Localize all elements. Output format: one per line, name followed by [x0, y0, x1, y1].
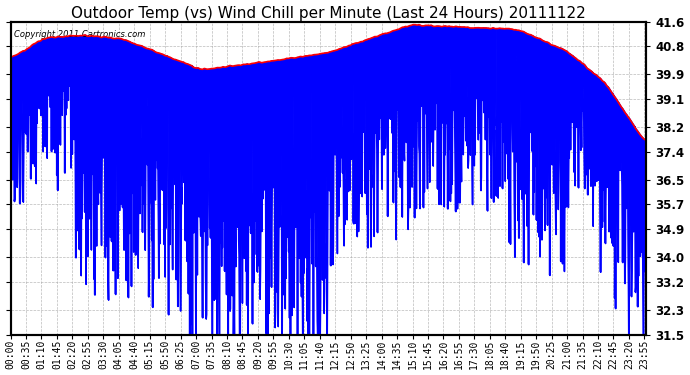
Title: Outdoor Temp (vs) Wind Chill per Minute (Last 24 Hours) 20111122: Outdoor Temp (vs) Wind Chill per Minute … [71, 6, 586, 21]
Text: Copyright 2011 Cartronics.com: Copyright 2011 Cartronics.com [14, 30, 145, 39]
